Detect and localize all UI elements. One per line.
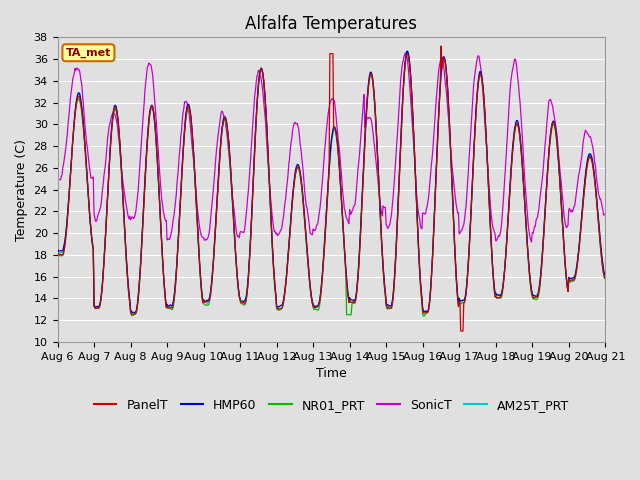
Legend: PanelT, HMP60, NR01_PRT, SonicT, AM25T_PRT: PanelT, HMP60, NR01_PRT, SonicT, AM25T_P… [89,394,574,417]
Y-axis label: Temperature (C): Temperature (C) [15,139,28,240]
X-axis label: Time: Time [316,367,347,380]
Title: Alfalfa Temperatures: Alfalfa Temperatures [245,15,417,33]
Text: TA_met: TA_met [66,48,111,58]
